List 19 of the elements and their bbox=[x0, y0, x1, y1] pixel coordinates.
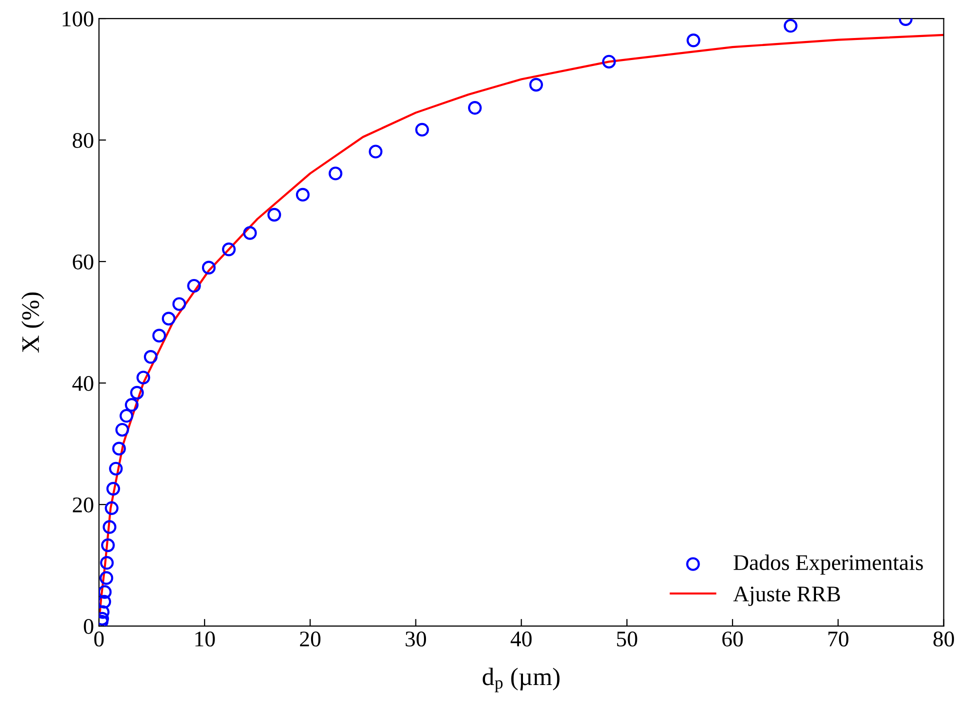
x-tick-label: 60 bbox=[722, 632, 743, 647]
x-tick-label: 0 bbox=[94, 632, 104, 647]
y-tick-label: 20 bbox=[72, 497, 94, 512]
x-tick-label: 80 bbox=[933, 632, 954, 647]
y-tick-label: 0 bbox=[84, 618, 94, 634]
x-tick-label: 20 bbox=[300, 632, 320, 647]
x-tick-label: 10 bbox=[195, 632, 215, 647]
y-tick-label: 100 bbox=[62, 11, 94, 26]
y-tick-label: 60 bbox=[72, 254, 94, 270]
y-axis-title: X (%) bbox=[21, 292, 44, 353]
x-tick-label: 30 bbox=[406, 632, 426, 647]
x-tick-label: 50 bbox=[617, 632, 638, 647]
x-tick-label: 70 bbox=[828, 632, 848, 647]
y-tick-label: 40 bbox=[72, 376, 94, 391]
legend-label: Dados Experimentais bbox=[734, 554, 923, 575]
y-tick-label: 80 bbox=[72, 132, 94, 148]
legend-label: Ajuste RRB bbox=[733, 586, 840, 606]
x-tick-label: 40 bbox=[510, 632, 532, 647]
x-axis-title: d$_{p}$ (µm) bbox=[482, 668, 560, 692]
